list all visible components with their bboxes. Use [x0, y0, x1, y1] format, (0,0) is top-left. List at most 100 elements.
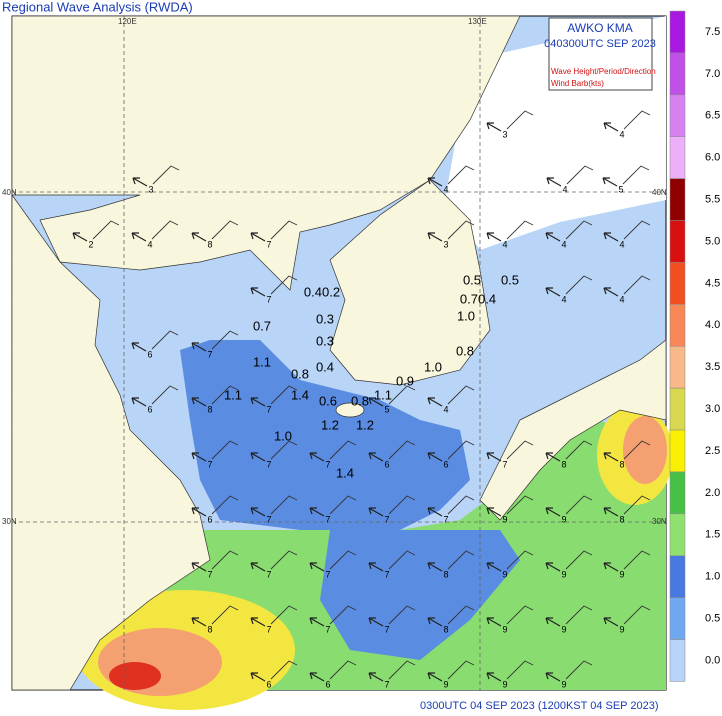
wave-arrow: [545, 617, 561, 627]
wind-barb: [388, 550, 416, 570]
wind-barb: [388, 495, 416, 515]
wave-period: 3: [443, 239, 448, 249]
wave-arrow: [309, 672, 325, 682]
lat-label: 40N: [2, 188, 17, 197]
wave-period: 7: [266, 404, 271, 414]
wave-period: 4: [562, 184, 567, 194]
wind-barb: [506, 110, 534, 130]
wave-period: 9: [619, 624, 624, 634]
colorbar-swatch: [669, 346, 686, 389]
info-org: AWKO KMA: [567, 21, 633, 35]
wave-period: 6: [147, 404, 152, 414]
wave-period: 2: [88, 239, 93, 249]
colorbar-label: 1.0: [705, 571, 720, 583]
wave-arrow: [368, 562, 384, 572]
info-legend: Wind Barb(kts): [551, 79, 604, 88]
colorbar-swatch: [669, 429, 686, 473]
wave-period: 6: [325, 679, 330, 689]
wind-barb: [447, 165, 475, 185]
colorbar-swatch: [669, 555, 686, 598]
colorbar-swatch: [669, 10, 686, 54]
colorbar-swatch: [669, 597, 686, 640]
wave-height: 1.2: [321, 417, 339, 432]
wind-barb: [329, 495, 357, 515]
colorbar-label: 1.5: [705, 529, 720, 541]
wave-height: 1.4: [336, 465, 354, 480]
wind-barb: [92, 220, 120, 240]
wind-barb: [329, 440, 357, 460]
wind-barb: [623, 110, 651, 130]
colorbar-label: 5.5: [705, 194, 720, 206]
wave-height: 1.0: [274, 428, 292, 443]
wave-height: 1.0: [424, 359, 442, 374]
wave-arrow: [603, 232, 619, 242]
land: [11, 193, 211, 691]
wind-barb: [329, 550, 357, 570]
wave-arrow: [368, 452, 384, 462]
wind-barb: [565, 220, 593, 240]
wind-barb: [329, 605, 357, 625]
wave-arrow: [191, 507, 207, 517]
wave-height: 0.3: [316, 311, 334, 326]
wave-arrow: [191, 232, 207, 242]
island: [335, 402, 365, 418]
wind-barb: [151, 330, 179, 350]
wave-arrow: [427, 452, 443, 462]
wave-period: 6: [266, 679, 271, 689]
wind-barb: [211, 605, 239, 625]
wave-period: 4: [561, 239, 566, 249]
wave-arrow: [250, 452, 266, 462]
colorbar-label: 0.0: [705, 654, 720, 666]
wave-period: 6: [147, 349, 152, 359]
wind-barb: [152, 165, 180, 185]
wave-period: 7: [502, 459, 507, 469]
wind-barb: [623, 440, 651, 460]
wave-arrow: [545, 287, 561, 297]
lon-label: 120E: [118, 17, 137, 26]
wave-height: 0.70.4: [460, 291, 496, 306]
wave-period: 9: [619, 569, 624, 579]
wave-arrow: [309, 452, 325, 462]
wave-arrow: [427, 672, 443, 682]
wind-barb: [270, 605, 298, 625]
wave-period: 4: [619, 294, 624, 304]
wave-arrow: [250, 617, 266, 627]
wave-period: 7: [207, 459, 212, 469]
wave-period: 6: [384, 459, 389, 469]
wave-period: 4: [619, 239, 624, 249]
wave-period: 4: [443, 184, 448, 194]
info-legend: Wave Height/Period/Direction: [551, 67, 656, 76]
wave-period: 4: [502, 239, 507, 249]
colorbar-label: 4.0: [705, 319, 720, 331]
wave-arrow: [250, 232, 266, 242]
wind-barb: [270, 220, 298, 240]
colorbar-swatch: [669, 639, 686, 682]
wind-barb: [565, 550, 593, 570]
wind-barb: [388, 440, 416, 460]
wave-arrow: [309, 562, 325, 572]
colorbar-label: 7.0: [705, 68, 720, 80]
wave-arrow: [191, 617, 207, 627]
wind-barb: [447, 660, 475, 680]
wave-arrow: [545, 672, 561, 682]
wind-barb: [506, 440, 534, 460]
wind-barb: [270, 495, 298, 515]
wave-period: 5: [618, 184, 623, 194]
wave-period: 7: [266, 294, 271, 304]
colorbar-swatch: [669, 304, 686, 347]
wave-arrow: [486, 122, 502, 132]
wind-barb: [565, 440, 593, 460]
wave-period: 8: [619, 514, 624, 524]
colorbar-swatch: [669, 262, 686, 305]
lat-label: 40N: [652, 188, 667, 197]
wave-period: 9: [561, 624, 566, 634]
wave-arrow: [250, 287, 266, 297]
info-time: 040300UTC SEP 2023: [544, 38, 656, 50]
wind-barb: [565, 275, 593, 295]
wave-period: 7: [266, 239, 271, 249]
wave-arrow: [191, 397, 207, 407]
wave-arrow: [368, 672, 384, 682]
wave-period: 7: [207, 569, 212, 579]
colorbar-swatch: [669, 387, 686, 431]
land: [329, 179, 491, 386]
